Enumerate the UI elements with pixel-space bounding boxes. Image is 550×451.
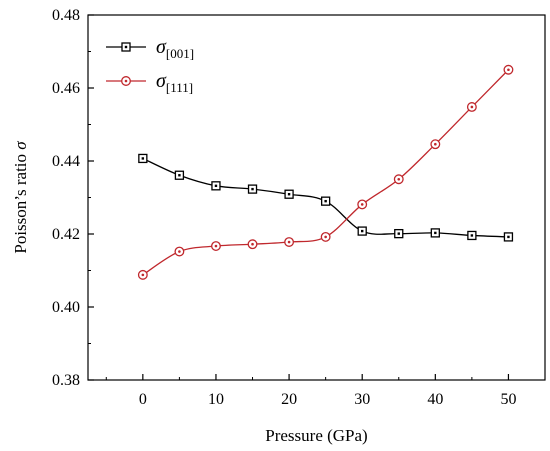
data-point-dot	[324, 235, 327, 239]
data-point-dot	[178, 174, 181, 177]
data-point-dot	[507, 68, 510, 72]
data-point-dot	[361, 229, 364, 233]
y-tick-label: 0.46	[52, 80, 80, 97]
y-tick-label: 0.38	[52, 372, 80, 389]
x-tick-label: 50	[500, 391, 516, 408]
legend-label: σ[001]	[156, 36, 194, 61]
y-axis-label-symbol: σ	[11, 141, 30, 150]
y-axis-label-text: Poisson’s ratio	[11, 150, 30, 254]
x-tick-label: 10	[208, 391, 224, 408]
x-tick-label: 20	[281, 391, 297, 408]
legend-subscript: [111]	[166, 80, 193, 95]
y-axis-label: Poisson’s ratio σ	[11, 141, 30, 254]
data-point-dot	[141, 273, 145, 277]
data-point-dot	[434, 231, 437, 235]
legend-subscript: [001]	[166, 46, 194, 61]
data-point-dot	[251, 242, 254, 246]
legend-entry-001: σ[001]	[106, 36, 194, 61]
data-point-dot	[214, 184, 218, 188]
data-point-dot	[397, 232, 400, 235]
legend-label: σ[111]	[156, 70, 193, 95]
legend-symbol: σ	[156, 70, 167, 92]
x-axis-label: Pressure (GPa)	[265, 426, 367, 445]
y-tick-label: 0.40	[52, 299, 80, 316]
data-point-dot	[507, 235, 510, 239]
y-tick-label: 0.42	[52, 226, 80, 243]
x-tick-label: 30	[354, 391, 370, 408]
series-111	[137, 64, 514, 280]
legend-marker-dot	[124, 79, 128, 83]
y-tick-label: 0.48	[52, 7, 80, 24]
series-line	[142, 69, 509, 276]
data-point-dot	[287, 240, 291, 244]
y-tick-label: 0.44	[52, 153, 80, 170]
data-point-dot	[470, 105, 474, 109]
data-point-dot	[214, 244, 218, 248]
data-point-dot	[178, 250, 181, 253]
legend: σ[001]σ[111]	[106, 36, 194, 95]
axes: 0 10 20 30 40 50 0.38 0.40 0.42 0.44 0.46 0.48	[52, 7, 516, 408]
x-tick-label: 0	[139, 391, 147, 408]
legend-entry-111: σ[111]	[106, 70, 193, 95]
data-point-dot	[397, 177, 401, 181]
legend-symbol: σ	[156, 36, 167, 58]
series-001	[138, 153, 514, 242]
data-point-dot	[434, 142, 437, 146]
legend-marker-dot	[124, 45, 128, 49]
data-point-dot	[360, 203, 364, 206]
series-group	[137, 64, 514, 280]
data-point-dot	[287, 193, 291, 196]
data-point-dot	[141, 157, 145, 160]
data-point-dot	[251, 187, 254, 191]
axis-labels: Pressure (GPa) Poisson’s ratio σ	[11, 141, 368, 445]
data-point-dot	[324, 199, 327, 203]
x-tick-label: 40	[427, 391, 443, 408]
data-point-dot	[470, 234, 474, 237]
